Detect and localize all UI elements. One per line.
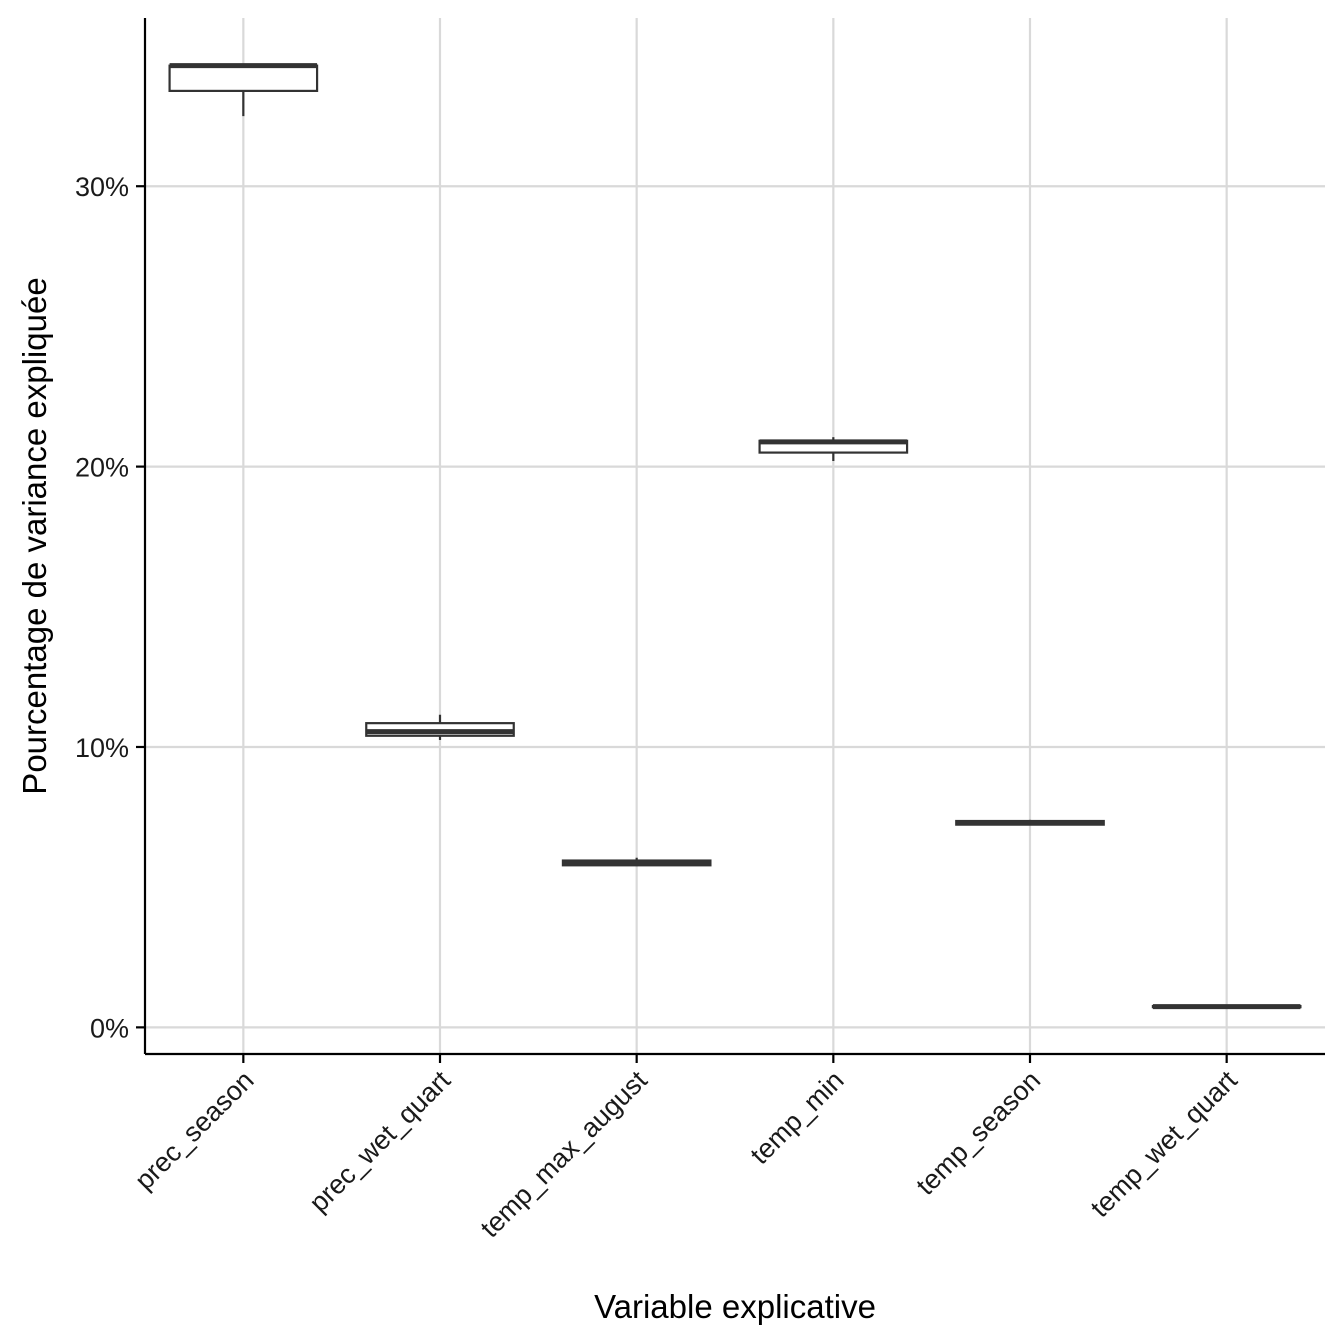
box-temp_max_august <box>561 857 712 867</box>
box-temp_min <box>758 437 909 461</box>
box-series <box>168 63 1302 1010</box>
tick-labels: 0%10%20%30%prec_season prec_wet_quart temp… <box>75 172 1243 1243</box>
x-tick-label: temp_season <box>910 1065 1046 1201</box>
y-tick-label: 20% <box>75 453 129 483</box>
axes <box>136 18 1325 1063</box>
y-tick-label: 30% <box>75 172 129 202</box>
x-tick-label: prec_season <box>129 1065 260 1196</box>
grid-lines <box>145 18 1325 1054</box>
box-temp_wet_quart <box>1151 1004 1302 1010</box>
y-tick-label: 0% <box>90 1013 129 1043</box>
x-tick-label: temp_wet_quart <box>1085 1065 1243 1223</box>
box-prec_wet_quart <box>365 714 515 740</box>
box-prec_season <box>168 63 319 117</box>
x-tick-label: temp_min <box>745 1065 850 1170</box>
x-axis-title: Variable explicative <box>594 1288 876 1325</box>
box-temp_season <box>955 819 1105 826</box>
y-axis-title: Pourcentage de variance expliquée <box>16 277 53 794</box>
y-tick-label: 10% <box>75 733 129 763</box>
box-body <box>168 64 319 92</box>
x-tick-label: prec_wet_quart <box>303 1065 456 1218</box>
x-tick-label: temp_max_august <box>475 1065 654 1244</box>
